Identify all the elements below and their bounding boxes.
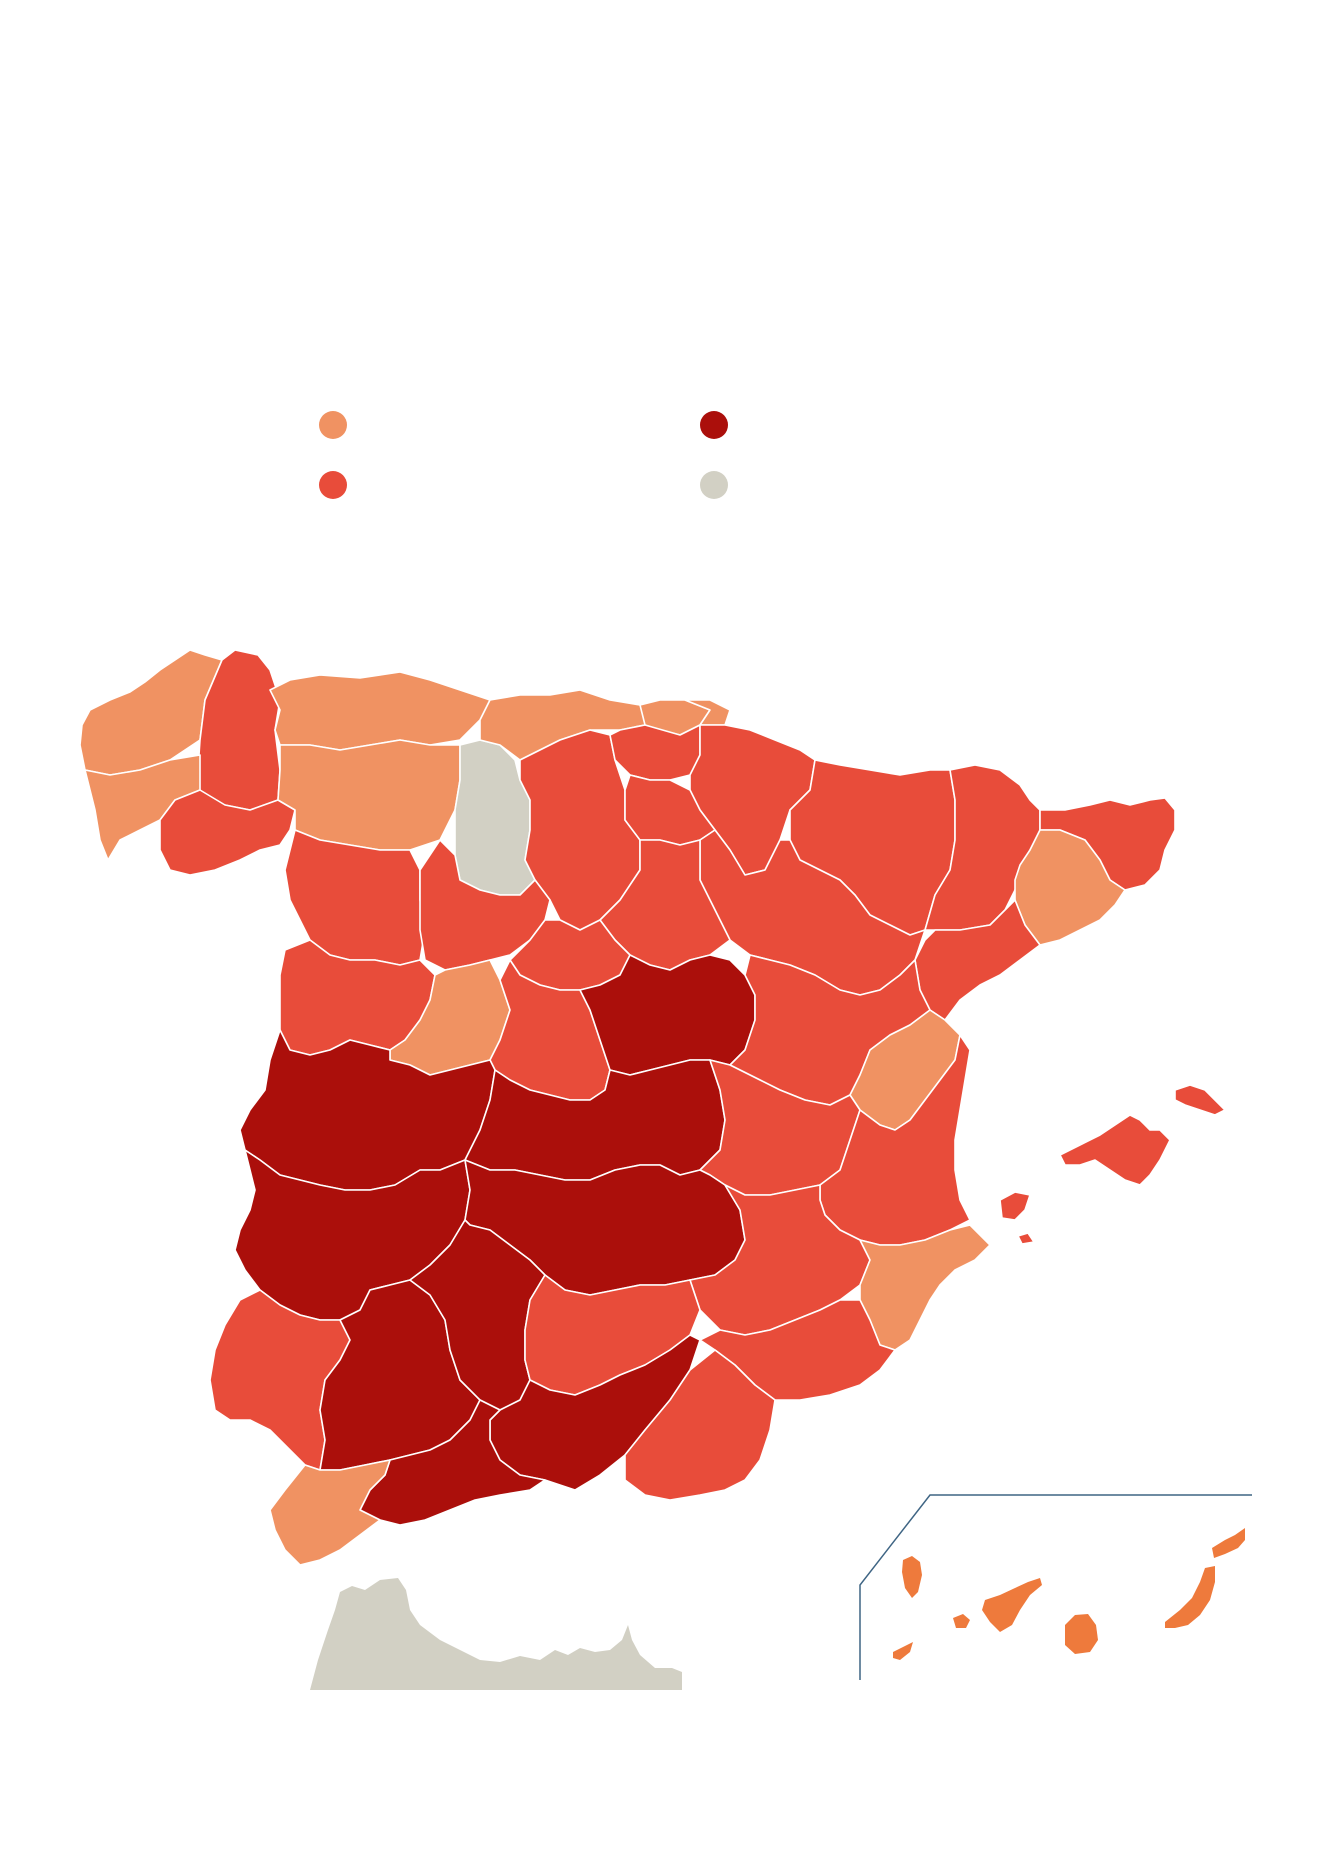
province-lleida <box>924 764 1041 931</box>
province-almeria <box>624 1349 776 1501</box>
province-ourense <box>159 789 296 876</box>
island-lanzarote <box>1212 1528 1245 1558</box>
province-asturias <box>269 671 491 751</box>
province-cadiz <box>269 1459 391 1566</box>
legend-dot-dark <box>700 411 728 439</box>
region-north-africa <box>310 1578 682 1690</box>
island-formentera <box>1017 1232 1035 1245</box>
island-menorca <box>1174 1084 1226 1116</box>
island-el-hierro <box>893 1642 913 1660</box>
legend-dot-nodata <box>700 471 728 499</box>
province-alava <box>609 724 701 781</box>
canary-inset-frame <box>859 1494 1252 1680</box>
island-fuerteventura <box>1165 1566 1215 1628</box>
legend-dot-medium <box>319 471 347 499</box>
island-la-gomera <box>953 1614 970 1628</box>
legend-dot-light <box>319 411 347 439</box>
island-gran-canaria <box>1065 1614 1098 1654</box>
province-barcelona <box>1014 829 1126 946</box>
island-mallorca <box>1059 1114 1171 1186</box>
island-la-palma <box>902 1556 922 1598</box>
island-ibiza <box>999 1191 1031 1221</box>
island-tenerife <box>982 1578 1042 1632</box>
